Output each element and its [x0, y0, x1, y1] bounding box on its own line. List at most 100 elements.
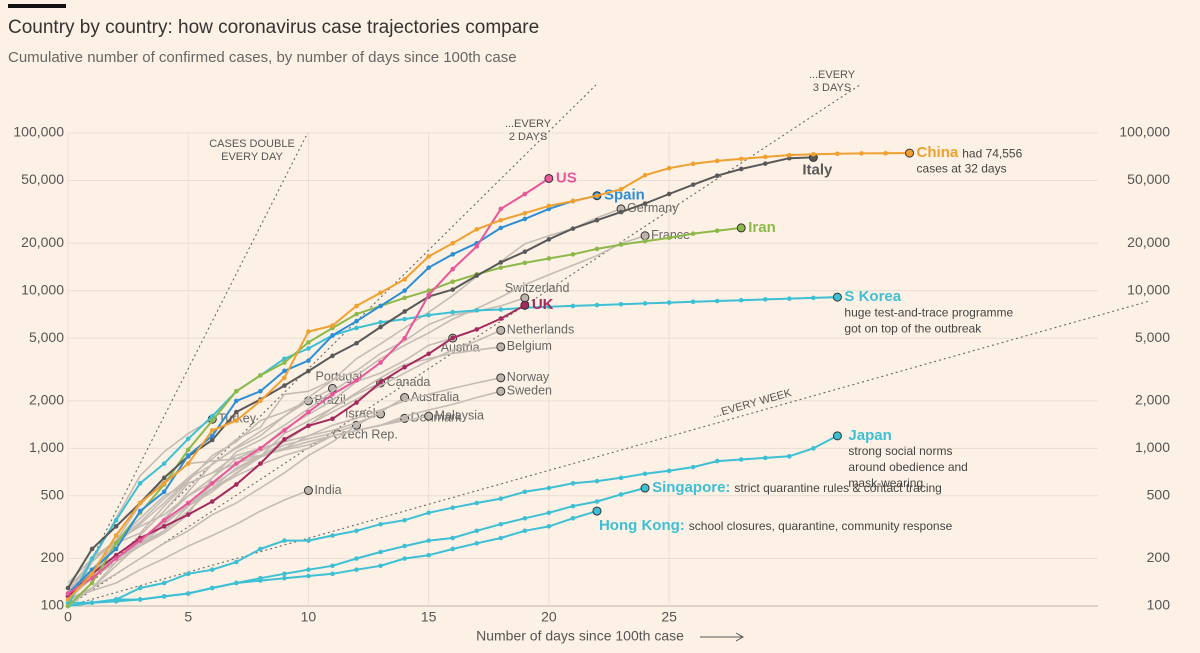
data-point	[787, 152, 792, 158]
data-point	[209, 567, 215, 572]
data-point	[282, 571, 287, 577]
data-point	[258, 546, 263, 552]
data-point	[185, 591, 191, 596]
data-point	[402, 309, 407, 314]
y-tick-label: 20,000	[21, 234, 64, 250]
data-point	[690, 299, 696, 305]
data-point	[234, 409, 239, 415]
series-line-grey	[67, 297, 526, 600]
series-line-grey	[67, 235, 646, 607]
data-point	[209, 585, 215, 591]
data-point	[883, 150, 888, 156]
data-point	[330, 392, 335, 397]
data-point	[354, 556, 359, 561]
data-point	[354, 528, 359, 534]
y-tick-label-right: 100,000	[1119, 124, 1170, 140]
data-point	[426, 510, 431, 516]
series-label: Spain	[604, 187, 645, 204]
data-point	[570, 252, 576, 257]
y-tick-label-right: 5,000	[1135, 329, 1170, 345]
data-point	[811, 446, 816, 451]
data-point	[306, 409, 311, 415]
series-line-grey	[67, 377, 501, 601]
data-point	[498, 521, 504, 527]
data-point	[161, 580, 167, 586]
data-point	[113, 597, 119, 602]
data-point	[570, 515, 576, 521]
data-point	[258, 575, 263, 581]
data-point	[113, 533, 119, 538]
top-bar	[8, 4, 66, 8]
data-point	[185, 447, 191, 453]
data-point	[137, 481, 143, 486]
data-point	[594, 246, 600, 252]
data-point	[354, 325, 359, 331]
data-point	[234, 398, 239, 404]
data-point	[137, 585, 143, 591]
data-point	[306, 368, 311, 374]
data-point	[450, 279, 456, 284]
data-point	[89, 575, 95, 581]
data-point	[330, 571, 335, 577]
data-point	[306, 340, 311, 345]
data-point	[546, 510, 552, 516]
y-tick-label-right: 200	[1147, 549, 1171, 565]
data-point	[185, 436, 191, 442]
y-tick-label: 2,000	[29, 392, 64, 408]
data-point	[498, 496, 504, 501]
data-point	[402, 364, 407, 370]
data-point	[65, 603, 71, 609]
data-point	[546, 485, 552, 491]
guide-label: ...EVERY	[809, 69, 856, 81]
series-label: Australia	[411, 390, 460, 404]
data-point	[402, 517, 407, 523]
data-point	[354, 567, 359, 572]
data-point	[378, 360, 383, 365]
data-point	[498, 260, 504, 265]
data-point	[666, 165, 672, 171]
y-tick-label-right: 1,000	[1135, 439, 1170, 455]
data-point	[378, 563, 383, 569]
data-point	[209, 418, 215, 423]
data-point	[690, 231, 696, 236]
data-point	[522, 216, 528, 222]
end-marker	[640, 231, 650, 241]
data-point	[354, 378, 359, 383]
data-point	[522, 260, 528, 266]
guide-label: 2 DAYS	[509, 131, 547, 143]
data-point	[209, 428, 215, 433]
data-point	[594, 302, 600, 308]
data-point	[185, 571, 191, 577]
data-point	[618, 301, 624, 307]
end-marker	[496, 342, 506, 352]
end-marker	[592, 506, 602, 516]
end-marker	[640, 483, 650, 493]
data-point	[762, 455, 768, 461]
data-point	[594, 193, 600, 199]
data-point	[618, 492, 624, 497]
x-tick-label: 25	[661, 609, 677, 625]
data-point	[522, 515, 528, 521]
data-point	[354, 400, 359, 405]
data-point	[402, 295, 407, 301]
data-point	[378, 549, 383, 555]
y-tick-label-right: 2,000	[1135, 392, 1170, 408]
data-point	[113, 552, 119, 558]
data-point	[234, 580, 239, 586]
data-point	[690, 464, 696, 470]
data-point	[161, 489, 167, 495]
data-point	[354, 318, 359, 324]
y-tick-label: 50,000	[21, 171, 64, 187]
y-tick-label-right: 500	[1147, 486, 1171, 502]
y-tick-label: 5,000	[29, 329, 64, 345]
data-point	[258, 446, 263, 451]
data-point	[330, 563, 335, 569]
data-point	[546, 256, 552, 261]
data-point	[570, 303, 576, 309]
end-marker	[832, 292, 842, 302]
data-point	[426, 288, 431, 293]
data-point	[522, 528, 528, 534]
x-tick-label: 5	[184, 609, 192, 625]
data-point	[354, 340, 359, 346]
